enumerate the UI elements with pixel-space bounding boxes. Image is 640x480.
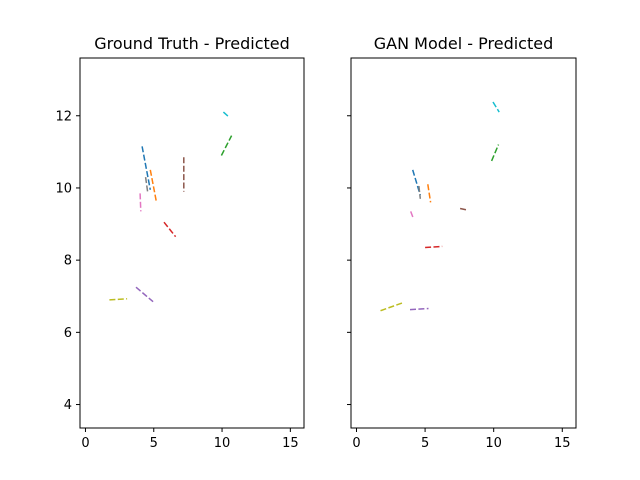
- panel-gan-model: GAN Model - Predicted 0 5 10 15: [347, 34, 577, 451]
- series-line-3: [163, 221, 177, 238]
- series-line-3: [425, 245, 443, 249]
- axes-frame: [350, 57, 577, 429]
- y-tick-label: 8: [64, 254, 72, 269]
- axes-frame: [79, 57, 305, 429]
- y-tick-label: 12: [55, 109, 72, 124]
- series-line-1: [149, 169, 158, 203]
- x-tick-label: 0: [81, 436, 89, 451]
- chart-title: GAN Model - Predicted: [374, 34, 554, 53]
- series-line-4: [409, 307, 429, 311]
- series-line-6: [409, 211, 415, 219]
- series-line-0: [141, 146, 152, 190]
- y-tick-label: 10: [55, 181, 72, 196]
- series-line-7: [144, 176, 149, 192]
- x-tick-label: 10: [214, 436, 231, 451]
- series-line-1: [427, 184, 432, 203]
- x-tick-label: 15: [282, 436, 299, 451]
- x-tick-label: 5: [150, 436, 158, 451]
- x-tick-label: 10: [485, 436, 502, 451]
- series-line-8: [109, 298, 128, 301]
- series-line-2: [220, 135, 233, 156]
- x-tick-label: 0: [352, 436, 360, 451]
- series-line-6: [139, 193, 142, 212]
- series-line-9: [492, 101, 500, 113]
- series-line-2: [490, 144, 500, 162]
- chart-title: Ground Truth - Predicted: [94, 34, 290, 53]
- y-tick-label: 6: [64, 326, 72, 341]
- series-line-4: [135, 286, 154, 303]
- x-tick-label: 15: [554, 436, 571, 451]
- y-tick-label: 4: [64, 398, 72, 413]
- series-line-7: [418, 186, 422, 199]
- x-tick-label: 5: [421, 436, 429, 451]
- series-line-8: [380, 301, 405, 312]
- series-line-9: [222, 111, 231, 119]
- panel-ground-truth: Ground Truth - Predicted 0 5 10 15 4 6 8 10 12: [55, 34, 305, 451]
- series-line-5: [459, 207, 469, 212]
